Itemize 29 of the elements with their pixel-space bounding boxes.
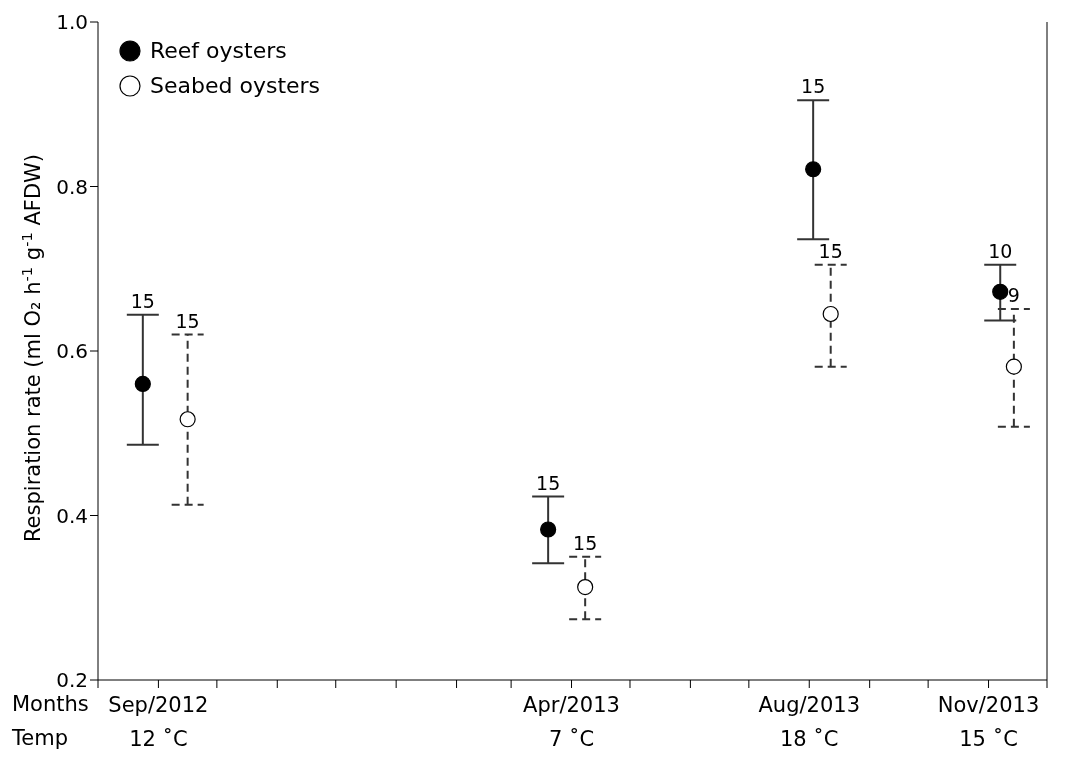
x-tick-label: Apr/2013 7 ˚C <box>523 693 620 751</box>
annotation: 15 <box>573 531 598 554</box>
y-tick-label: 0.2 <box>56 668 88 693</box>
x-tick-label: Sep/2012 12 ˚C <box>108 693 209 751</box>
y-tick-label: 0.8 <box>56 174 88 199</box>
annotation: 15 <box>536 471 561 494</box>
y-tick-label: 0.6 <box>56 339 88 364</box>
point <box>540 521 557 538</box>
point <box>134 375 151 392</box>
y-tick-label: 0.4 <box>56 503 88 528</box>
annotation: 10 <box>988 239 1013 262</box>
point <box>992 283 1009 300</box>
annotation: 15 <box>801 75 826 98</box>
legend-label: Seabed oysters <box>149 73 321 98</box>
annotation: 9 <box>1007 284 1020 307</box>
annotation: 15 <box>818 239 843 262</box>
point <box>1005 358 1022 375</box>
x-tick-label: Nov/2013 15 ˚C <box>937 693 1040 751</box>
point <box>822 305 839 323</box>
legend-label: Reef oysters <box>149 38 288 63</box>
y-tick-label: 1.0 <box>56 10 88 35</box>
point <box>577 578 594 596</box>
x-tick-label: Aug/2013 18 ˚C <box>758 693 861 751</box>
text: Months <box>12 692 89 716</box>
annotation: 15 <box>130 289 155 312</box>
annotation: 15 <box>175 309 200 332</box>
point <box>805 161 822 178</box>
text: Temp <box>12 726 68 750</box>
point <box>179 411 196 428</box>
